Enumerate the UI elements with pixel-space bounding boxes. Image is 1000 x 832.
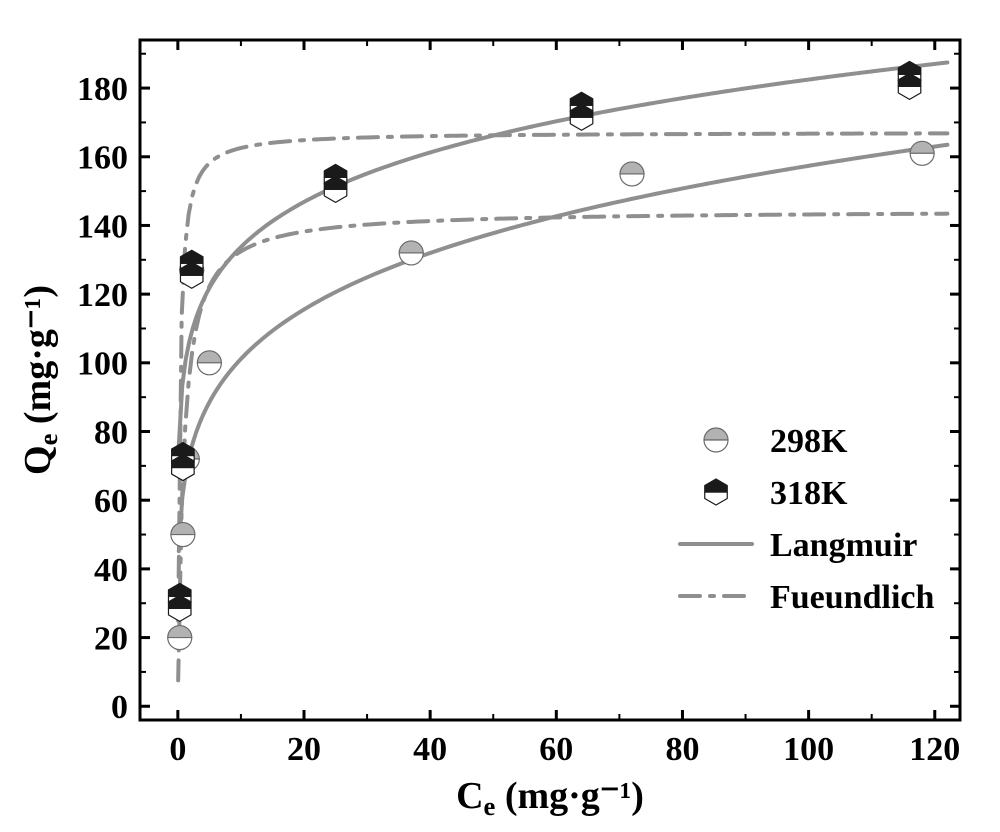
y-tick-label: 60 xyxy=(94,483,128,520)
x-tick-label: 80 xyxy=(665,731,699,768)
y-tick-label: 0 xyxy=(111,689,128,726)
chart-container: 020406080100120020406080100120140160180C… xyxy=(0,0,1000,832)
y-tick-label: 160 xyxy=(77,140,128,177)
x-tick-label: 40 xyxy=(413,731,447,768)
y-tick-label: 180 xyxy=(77,71,128,108)
y-axis-label: Qe (mg·g⁻¹) xyxy=(17,285,63,475)
y-tick-label: 80 xyxy=(94,414,128,451)
legend-label: Fueundlich xyxy=(770,579,934,616)
legend-label: 318K xyxy=(770,475,848,512)
x-tick-label: 0 xyxy=(169,731,186,768)
legend-label: 298K xyxy=(770,423,848,460)
y-tick-label: 40 xyxy=(94,552,128,589)
x-tick-label: 60 xyxy=(539,731,573,768)
y-tick-label: 120 xyxy=(77,277,128,314)
x-tick-label: 100 xyxy=(783,731,834,768)
y-tick-label: 100 xyxy=(77,346,128,383)
isotherm-chart: 020406080100120020406080100120140160180C… xyxy=(0,0,1000,832)
y-tick-label: 20 xyxy=(94,620,128,657)
y-tick-label: 140 xyxy=(77,208,128,245)
x-tick-label: 20 xyxy=(287,731,321,768)
x-tick-label: 120 xyxy=(909,731,960,768)
legend-label: Langmuir xyxy=(770,527,917,564)
